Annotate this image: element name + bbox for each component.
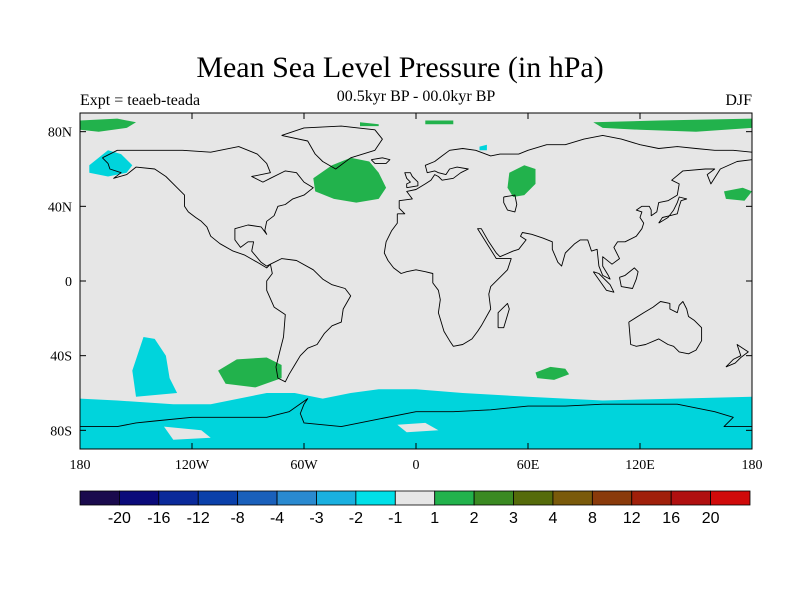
colorbar-swatch [237, 490, 278, 506]
positive-anomaly-central-asia [507, 165, 536, 197]
y-tick-label: 80N [48, 126, 72, 141]
negative-anomaly-alaska [89, 150, 133, 177]
latitude-axis: 80N 40N 0 40S 80S [48, 126, 752, 439]
y-tick-label: 40S [50, 350, 72, 365]
x-tick-label: 60W [290, 458, 318, 473]
x-tick-label: 60E [517, 458, 540, 473]
colorbar-label: -4 [270, 510, 284, 527]
colorbar-swatch [552, 490, 593, 506]
madagascar-coast [497, 302, 510, 329]
negative-anomaly-greenland-sea [479, 144, 487, 151]
colorbar-label: 4 [548, 510, 557, 527]
colorbar-swatch [473, 490, 514, 506]
colorbar-swatch [316, 490, 357, 506]
uk-coast [404, 172, 419, 189]
colorbar-swatch [591, 490, 633, 506]
longitude-axis: 180 120W 60W 0 60E 120E 180 [70, 113, 763, 473]
colorbar-swatch [670, 490, 711, 506]
map-panel [80, 113, 752, 449]
colorbar-label: 1 [430, 510, 439, 527]
map-title: Mean Sea Level Pressure (in hPa) [196, 51, 604, 84]
colorbar-swatch [631, 490, 672, 506]
x-tick-label: 180 [742, 458, 763, 473]
positive-anomaly-arctic-center [360, 122, 379, 127]
x-tick-label: 180 [70, 458, 91, 473]
positive-anomaly-arctic-east [425, 120, 454, 125]
colorbar-label: -8 [230, 510, 244, 527]
negative-anomaly-south-pacific-tongue [132, 337, 178, 397]
colorbar-swatch [79, 490, 120, 506]
positive-anomaly-north-atlantic [313, 157, 387, 203]
colorbar-label: -16 [147, 510, 170, 527]
x-tick-label: 120W [175, 458, 210, 473]
colorbar-swatch [710, 490, 751, 506]
colorbar-label: 8 [588, 510, 597, 527]
colorbar-swatch [434, 490, 475, 506]
colorbar-swatch [394, 490, 436, 506]
australia-coast [628, 301, 703, 355]
greenland-coast [281, 125, 383, 170]
colorbar-label: 20 [702, 510, 720, 527]
eurasia-africa-coast [383, 134, 752, 347]
antarctica-coast [80, 398, 752, 428]
north-america-coast [102, 146, 314, 269]
colorbar-label: 3 [509, 510, 518, 527]
experiment-label: Expt = teaeb-teada [80, 92, 201, 109]
colorbar-label: 2 [470, 510, 479, 527]
colorbar-swatch [355, 490, 396, 506]
sumatra-coast [592, 271, 615, 293]
negative-anomaly-antarctic-belt [80, 389, 752, 449]
colorbar-label: 12 [623, 510, 641, 527]
colorbar-swatch [276, 490, 317, 506]
japan-coast [658, 196, 688, 224]
x-tick-label: 0 [413, 458, 420, 473]
borneo-coast [619, 267, 639, 289]
iceland-coast [370, 157, 391, 164]
new-zealand-coast [725, 344, 749, 368]
positive-anomaly-south-pacific [218, 357, 282, 388]
colorbar-swatch [158, 490, 199, 506]
colorbar-label: -3 [309, 510, 323, 527]
positive-anomaly-arctic-west [80, 118, 136, 132]
colorbar-label: -20 [108, 510, 131, 527]
y-tick-label: 0 [65, 275, 72, 290]
y-tick-label: 80S [50, 424, 72, 439]
colorbar-label: 16 [662, 510, 680, 527]
colorbar-swatch [119, 490, 160, 506]
caspian-coast [503, 194, 518, 213]
colorbar-label: -12 [187, 510, 210, 527]
colorbar: -20 -16 -12 -8 -4 -3 -2 -1 1 2 3 4 8 12 16 20 [79, 490, 751, 527]
colorbar-label: -1 [388, 510, 402, 527]
near-zero-patch-weddell [397, 422, 439, 433]
positive-anomaly-north-pacific [724, 187, 752, 201]
season-label: DJF [725, 92, 752, 109]
y-tick-label: 40N [48, 200, 72, 215]
near-zero-patch-ross [164, 426, 211, 440]
colorbar-swatch [513, 490, 554, 506]
x-tick-label: 120E [625, 458, 655, 473]
period-label: 00.5kyr BP - 00.0kyr BP [336, 88, 496, 105]
positive-anomaly-arctic-far-east [593, 118, 752, 132]
colorbar-swatch [197, 490, 239, 506]
south-america-coast [266, 258, 352, 383]
positive-anomaly-south-indian [535, 366, 570, 380]
colorbar-label: -2 [349, 510, 363, 527]
